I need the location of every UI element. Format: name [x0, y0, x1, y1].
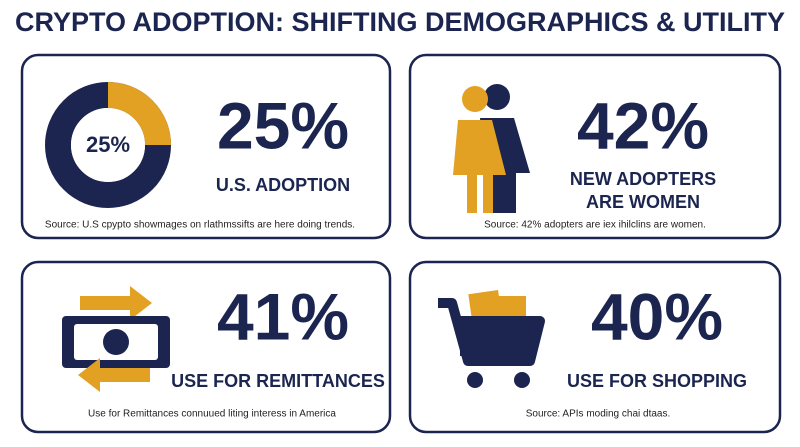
stat-label: NEW ADOPTERS: [570, 169, 716, 189]
stat: 40%: [591, 279, 723, 353]
stat-label: USE FOR REMITTANCES: [171, 371, 385, 391]
stat: 25%: [217, 88, 349, 162]
stat: 41%: [217, 279, 349, 353]
donut-label: 25%: [86, 132, 130, 157]
stat-label: ARE WOMEN: [586, 192, 700, 212]
women-icon: [453, 84, 530, 213]
stat-label: USE FOR SHOPPING: [567, 371, 747, 391]
stat-label: U.S. ADOPTION: [216, 175, 350, 195]
source: Source: APIs moding chai dtaas.: [526, 409, 671, 420]
title: CRYPTO ADOPTION: SHIFTING DEMOGRAPHICS &…: [15, 7, 785, 37]
donut-arc: [107, 82, 171, 146]
source: Use for Remittances connuued liting inte…: [88, 409, 336, 420]
money-icon: [62, 286, 170, 392]
source: Source: U.S cpypto showmages on rlathmss…: [45, 220, 355, 231]
source: Source: 42% adopters are iex ihilclins a…: [484, 220, 706, 231]
stat: 42%: [577, 88, 709, 162]
cart-icon: [438, 290, 545, 388]
donut-hole: [71, 108, 145, 182]
